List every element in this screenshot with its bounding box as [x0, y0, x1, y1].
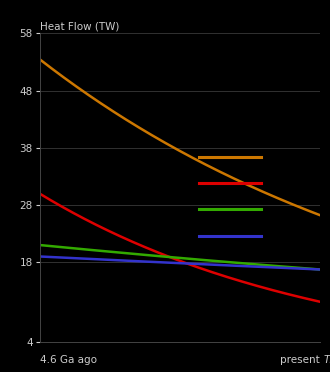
Text: present: present	[280, 355, 320, 365]
Text: 4.6 Ga ago: 4.6 Ga ago	[40, 355, 97, 365]
Text: Heat Flow (TW): Heat Flow (TW)	[40, 21, 119, 31]
Text: Time: Time	[323, 355, 330, 365]
